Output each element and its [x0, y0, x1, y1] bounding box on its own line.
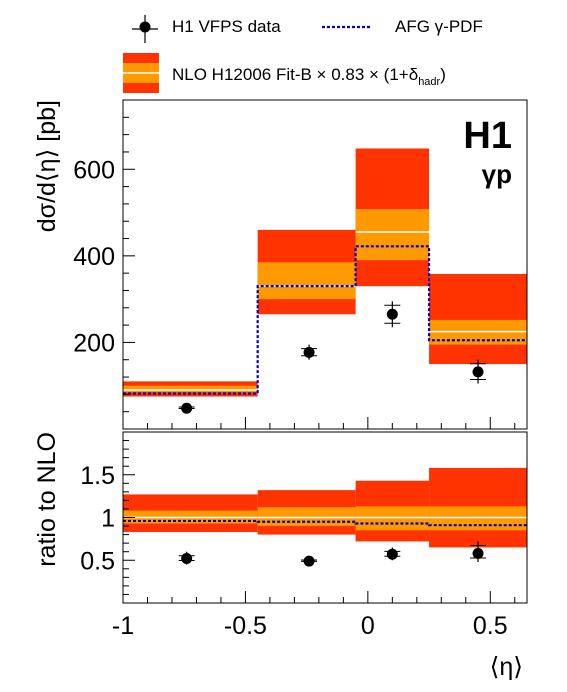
top-y-axis-label: dσ/d⟨η⟩ [pb]	[33, 100, 61, 232]
bottom-x-axis: -1 -0.5 0 0.5	[112, 591, 516, 640]
top-data-point-4	[472, 366, 484, 378]
legend-nlo-label: NLO H12006 Fit-B × 0.83 × (1+δhadr)	[172, 65, 446, 88]
top-inner-band-bin-1	[123, 385, 258, 393]
top-outer-band-bin-4	[429, 274, 527, 365]
bottom-afg-step-line	[123, 519, 527, 527]
top-afg-step-line	[123, 245, 527, 395]
bottom-y-axis-label: ratio to NLO	[33, 432, 61, 567]
top-panel: 200 400 600 H1 γp dσ/d⟨η⟩ [pb]	[33, 99, 528, 430]
bottom-xtick-label: 0.5	[473, 612, 508, 640]
top-y-axis: 200 400 600	[73, 99, 135, 430]
bottom-ytick-label: 1	[101, 505, 115, 533]
bottom-inner-band-bin-4	[429, 506, 527, 531]
process-badge: γp	[482, 159, 512, 189]
x-axis-label: ⟨η⟩	[490, 653, 523, 681]
bottom-panel: 0.5 1 1.5 -1 -0.5 0 0.5 ratio to NLO ⟨η⟩	[33, 431, 528, 681]
bottom-ytick-label: 0.5	[80, 547, 115, 575]
bottom-afg-curve	[123, 519, 527, 527]
bottom-ytick-label: 1.5	[80, 462, 115, 490]
top-ytick-label: 400	[73, 243, 115, 271]
top-inner-band-bin-2	[257, 262, 356, 300]
top-data-point-3	[386, 308, 398, 320]
legend-data-marker	[132, 15, 158, 43]
bottom-inner-band-bin-2	[257, 507, 356, 527]
h1-badge: H1	[463, 115, 512, 157]
top-data-points	[178, 301, 487, 414]
top-data-point-1	[181, 402, 193, 414]
bottom-data-point-2	[303, 555, 315, 567]
bottom-data-points	[178, 541, 487, 567]
bottom-nlo-bands	[123, 467, 527, 548]
bottom-inner-band-bin-3	[355, 506, 430, 531]
legend-data-label: H1 VFPS data	[172, 17, 281, 36]
bottom-data-point-3	[386, 548, 398, 560]
top-afg-curve	[123, 245, 527, 395]
top-x-axis-ticks	[122, 417, 516, 429]
top-data-point-2	[303, 346, 315, 358]
legend-nlo-band	[123, 53, 159, 93]
bottom-xtick-label: -1	[112, 612, 134, 640]
top-plot-frame	[122, 99, 528, 430]
legend: H1 VFPS data AFG γ-PDF NLO H12006 Fit-B …	[123, 15, 483, 93]
top-inner-band-bin-3	[355, 209, 430, 261]
bottom-xtick-label: -0.5	[224, 612, 267, 640]
top-ytick-label: 600	[73, 156, 115, 184]
bottom-xtick-label: 0	[361, 612, 375, 640]
bottom-data-point-1	[181, 553, 193, 565]
legend-afg-label: AFG γ-PDF	[395, 17, 483, 36]
bottom-y-axis: 0.5 1 1.5	[80, 431, 135, 604]
top-nlo-bands	[123, 148, 527, 397]
bottom-data-point-4	[472, 547, 484, 559]
top-ytick-label: 200	[73, 329, 115, 357]
